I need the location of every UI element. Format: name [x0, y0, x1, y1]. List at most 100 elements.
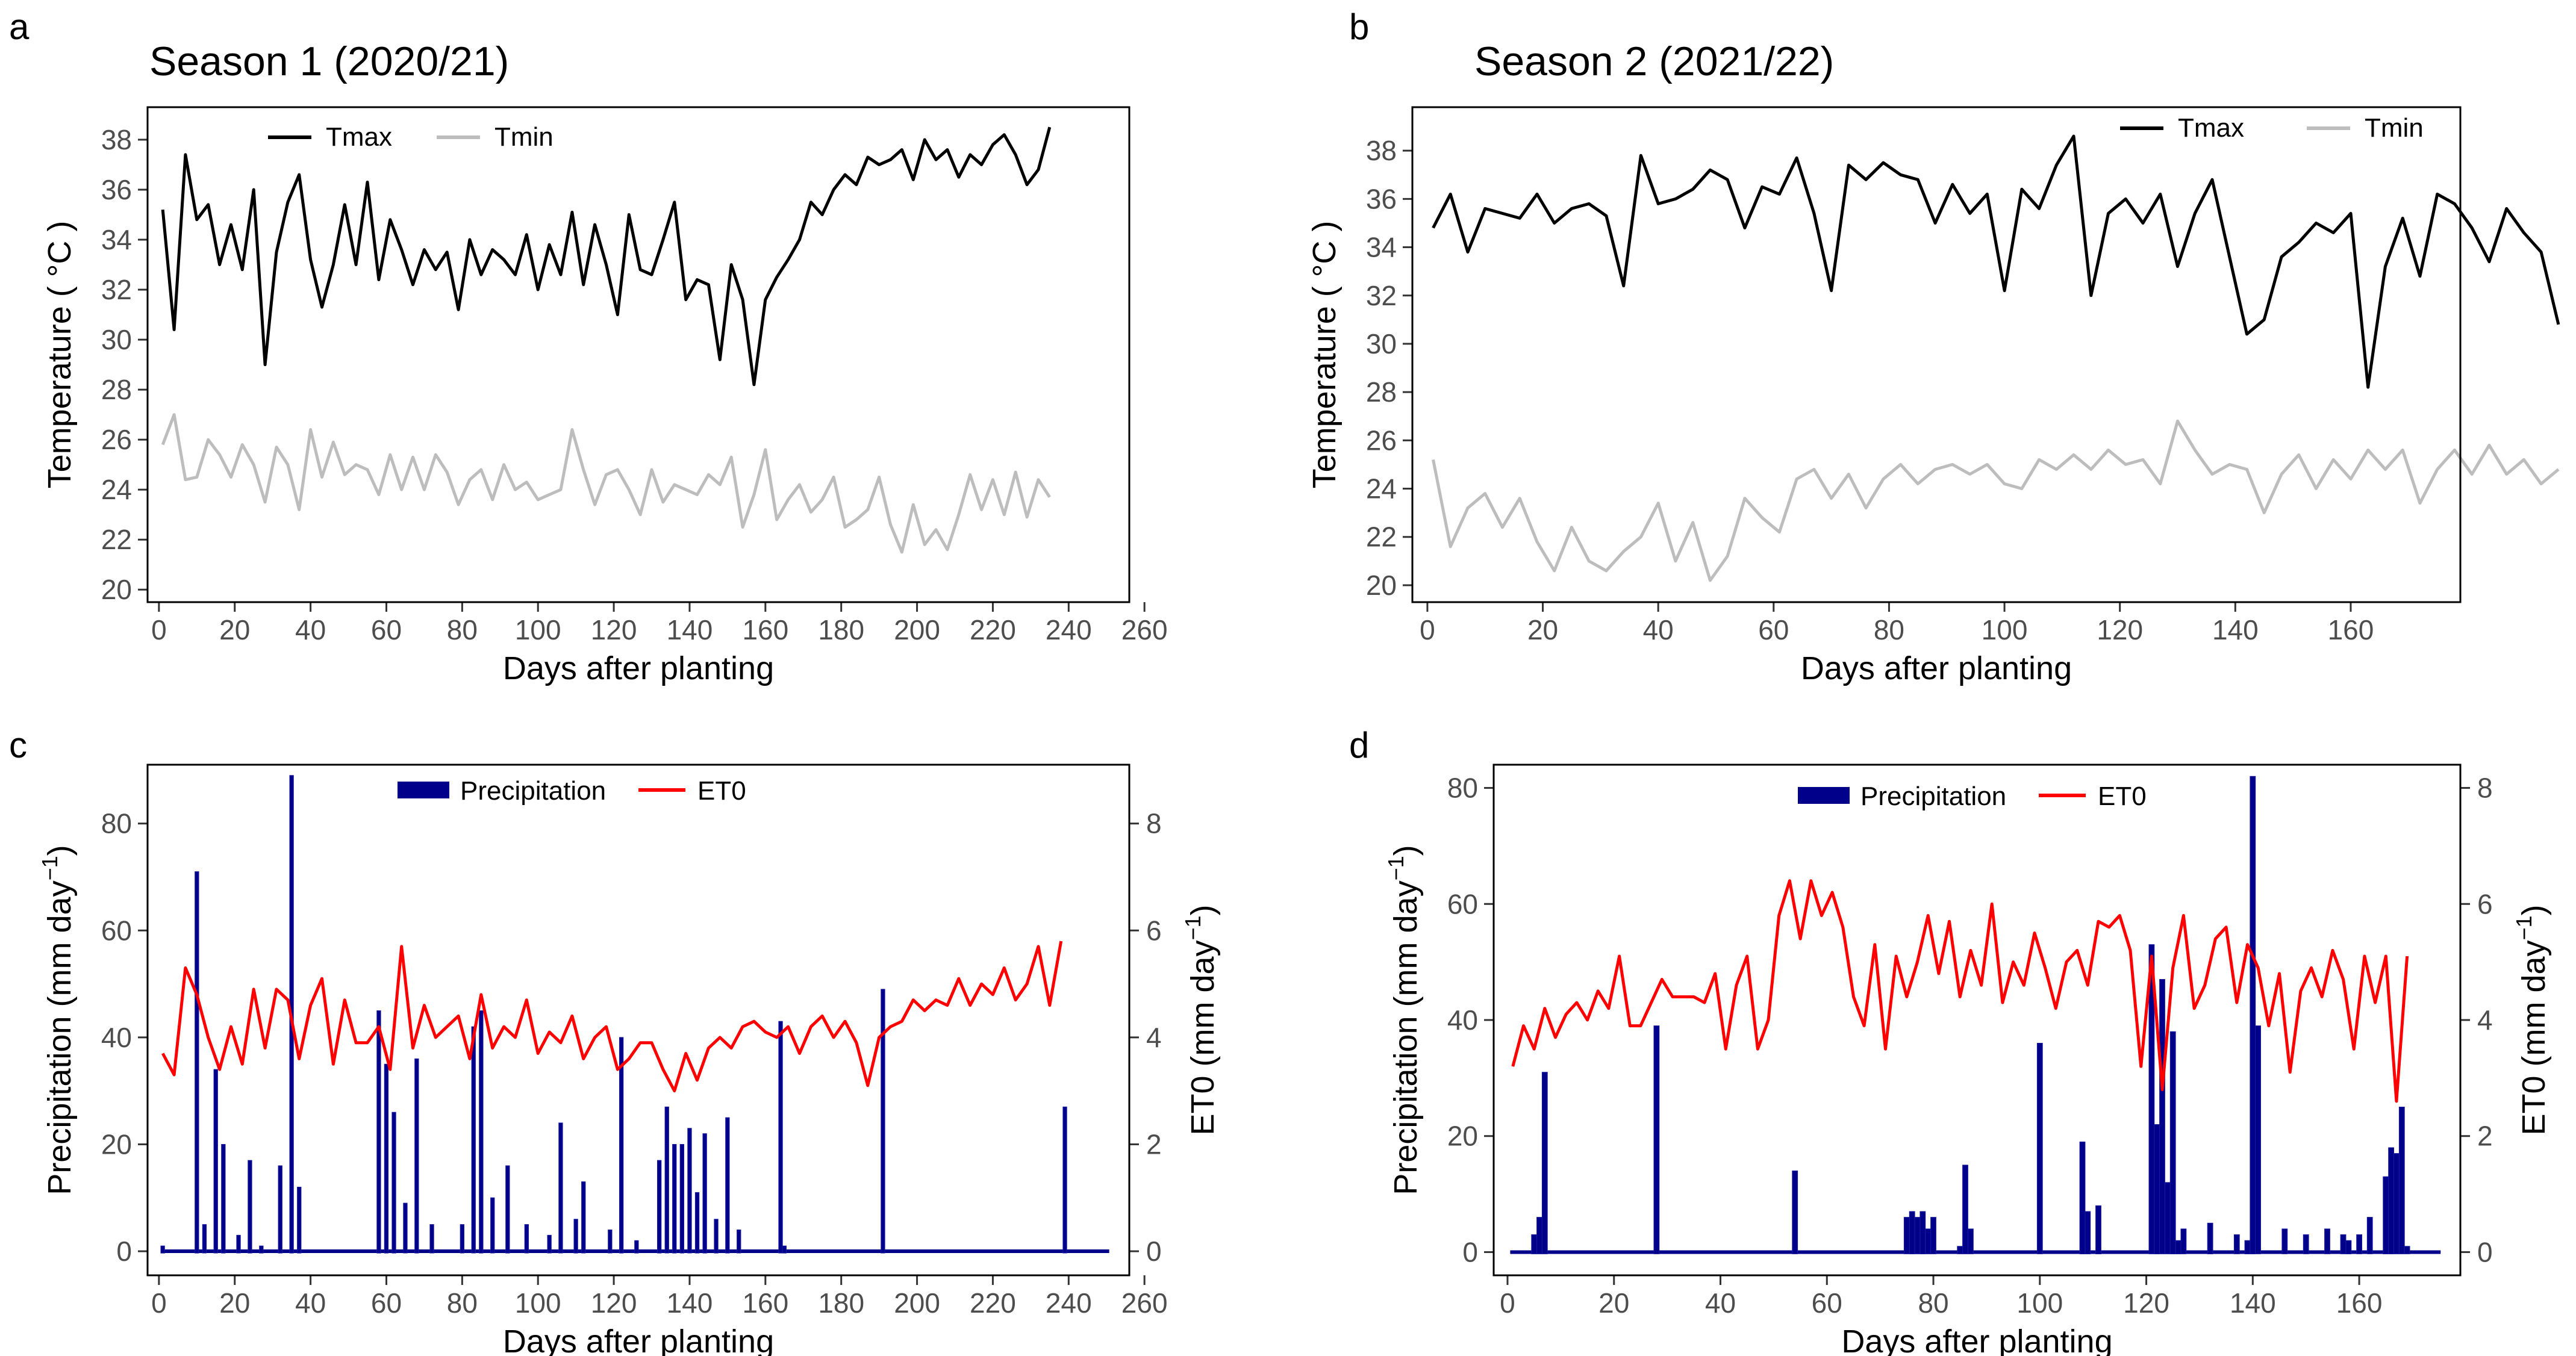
y-tick-label: 30 — [1366, 328, 1397, 359]
precip-bar — [524, 1224, 529, 1254]
y2-tick-label: 8 — [2477, 773, 2493, 804]
legend: Tmax Tmin — [2120, 113, 2424, 143]
y-tick-label: 20 — [1366, 570, 1397, 601]
x-tick-label: 240 — [1046, 614, 1092, 645]
legend: Tmax Tmin — [268, 122, 554, 152]
x-tick-label: 200 — [894, 1287, 940, 1319]
precip-bar — [547, 1234, 552, 1254]
precip-bar — [1920, 1211, 1926, 1254]
x-tick-label: 20 — [219, 1287, 250, 1319]
precip-bar — [259, 1245, 264, 1254]
precip-bar — [2345, 1240, 2352, 1254]
precip-bar — [505, 1165, 510, 1254]
panel-b: b Season 2 (2021/22) 0 20 40 60 80 100 120 140 160… — [1306, 7, 2560, 686]
precip-bar — [778, 1021, 783, 1254]
precip-bar — [160, 1245, 165, 1254]
y2-axis-label: ET0 (mm day−1) — [2512, 904, 2552, 1135]
x-tick-label: 200 — [894, 614, 940, 645]
legend-label-tmax: Tmax — [2178, 113, 2244, 143]
x-tick-label: 240 — [1046, 1287, 1092, 1319]
precip-bar — [2244, 1240, 2251, 1254]
x-tick-label: 0 — [1500, 1287, 1515, 1319]
x-tick-label: 80 — [447, 1287, 478, 1319]
precip-bar — [2250, 776, 2256, 1255]
y-tick-label: 32 — [101, 274, 132, 305]
precip-bar — [2324, 1228, 2330, 1254]
y-tick-label: 34 — [101, 224, 132, 255]
x-tick-label: 140 — [2230, 1287, 2276, 1319]
precip-bar — [248, 1160, 252, 1254]
y-tick-label: 40 — [101, 1022, 132, 1053]
series-line-tmax — [161, 126, 1052, 387]
precip-bar — [714, 1219, 719, 1254]
x-tick-label: 180 — [818, 614, 864, 645]
y2-tick-label: 2 — [1146, 1128, 1162, 1160]
x-tick-label: 120 — [591, 1287, 637, 1319]
precip-bar — [679, 1144, 684, 1254]
y-tick-label: 38 — [101, 124, 132, 155]
precip-bar — [278, 1165, 282, 1254]
y-tick-label: 30 — [101, 324, 132, 355]
precip-bar — [1957, 1246, 1963, 1254]
y-tick-label: 28 — [101, 374, 132, 405]
panel-c: c0 20 40 60 80 100 120 140 160 180 200 220 240 260020… — [9, 725, 1221, 1356]
panel-letter: c — [9, 725, 27, 765]
legend-swatch-precipitation — [398, 782, 449, 798]
precip-bar — [1925, 1228, 1932, 1254]
precip-bar — [2388, 1147, 2394, 1254]
precip-bar — [1531, 1234, 1538, 1254]
y2-tick-label: 2 — [2477, 1121, 2493, 1152]
panel-a: a Season 1 (2020/21) 0 20 40 60 80 100 120 140 160… — [9, 7, 1168, 686]
precip-bar — [687, 1128, 692, 1254]
precip-bar — [1903, 1217, 1910, 1254]
x-tick-label: 40 — [295, 614, 326, 645]
legend-label-precipitation: Precipitation — [460, 776, 606, 806]
x-tick-label: 80 — [1874, 614, 1904, 645]
x-tick-label: 120 — [2097, 614, 2143, 645]
y-axis-label-exponent: −1 — [1383, 856, 1408, 880]
precip-bar — [195, 871, 199, 1254]
precip-bar — [2340, 1234, 2347, 1254]
y-tick-label: 36 — [1366, 183, 1397, 214]
et0-line — [1511, 879, 2409, 1103]
precip-bar — [2404, 1246, 2410, 1254]
x-tick-label: 180 — [818, 1287, 864, 1319]
plot-frame — [1492, 764, 2462, 1277]
y-tick-label: 60 — [101, 915, 132, 946]
precip-bar — [1968, 1228, 1974, 1254]
x-tick-label: 100 — [515, 1287, 561, 1319]
precip-bar — [702, 1133, 707, 1254]
y2-axis-label-text: ET0 (mm day — [2516, 940, 2552, 1135]
x-tick-label: 220 — [970, 614, 1016, 645]
x-tick-label: 260 — [1121, 614, 1168, 645]
precip-bar — [490, 1197, 495, 1254]
precip-bar — [1792, 1171, 1798, 1254]
precip-bar — [2180, 1228, 2187, 1254]
precip-bar — [573, 1219, 578, 1254]
y-tick-label: 32 — [1366, 280, 1397, 311]
x-axis-label: Days after planting — [1801, 650, 2072, 686]
y-axis-label-exponent: −1 — [37, 856, 62, 880]
x-tick-label: 140 — [2212, 614, 2259, 645]
precip-bar — [2398, 1107, 2405, 1254]
legend-swatch-precipitation — [1798, 787, 1850, 804]
y-axis-label: Precipitation (mm day−1) — [1383, 845, 1424, 1195]
precip-bar — [2036, 1043, 2043, 1254]
legend-label-et0: ET0 — [697, 776, 746, 806]
legend-label-precipitation: Precipitation — [1860, 782, 2006, 811]
y-tick-label: 20 — [101, 574, 132, 605]
y2-tick-label: 4 — [2477, 1004, 2493, 1036]
precip-bar — [737, 1230, 741, 1254]
y2-axis-label-close: ) — [2516, 904, 2552, 915]
legend-label-tmin: Tmin — [2365, 113, 2424, 143]
panel-title: Season 2 (2021/22) — [1474, 39, 1834, 84]
series-line-tmin — [161, 413, 1051, 554]
x-tick-label: 100 — [1982, 614, 2028, 645]
x-tick-label: 60 — [1812, 1287, 1842, 1319]
y-axis-label-text: Precipitation (mm day — [42, 880, 78, 1195]
x-tick-label: 0 — [1420, 614, 1435, 645]
series-line-tmin — [1432, 419, 2560, 582]
x-tick-label: 160 — [742, 1287, 788, 1319]
x-tick-label: 140 — [667, 1287, 713, 1319]
